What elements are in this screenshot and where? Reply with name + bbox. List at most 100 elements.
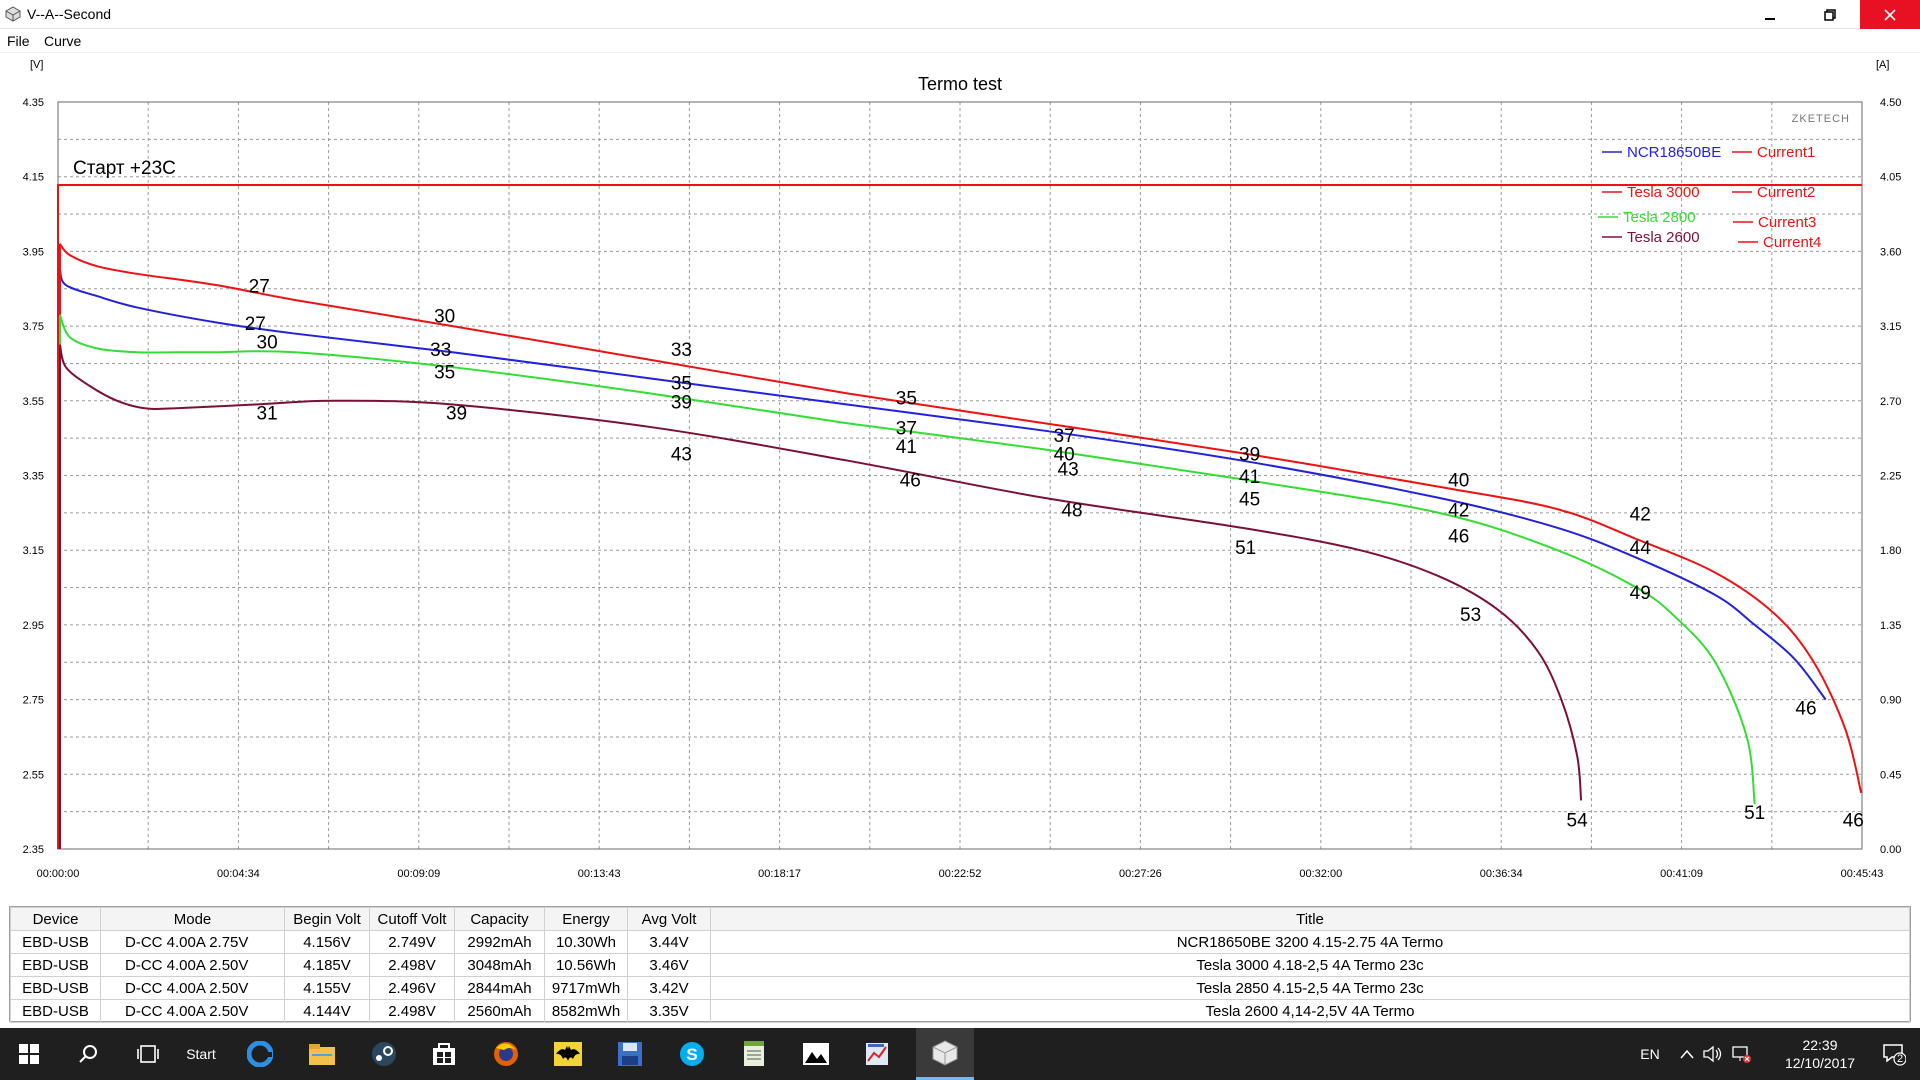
file-explorer-icon — [309, 1044, 335, 1065]
search-icon — [79, 1045, 97, 1063]
table-cell: EBD-USB — [10, 999, 101, 1023]
temperature-label: 40 — [1054, 445, 1075, 466]
table-cell: 2.498V — [369, 953, 455, 977]
close-icon — [1884, 8, 1896, 21]
table-header-cell[interactable]: Title — [710, 907, 1910, 931]
app-icon — [5, 6, 21, 22]
task-view-icon — [137, 1045, 159, 1063]
table-row[interactable]: EBD-USB D-CC 4.00A 2.50V 4.155V 2.496V 2844m… — [10, 976, 1910, 1000]
table-header-cell[interactable]: Device — [10, 907, 101, 931]
table-cell: D-CC 4.00A 2.50V — [100, 976, 285, 1000]
table-header-cell[interactable]: Begin Volt — [284, 907, 370, 931]
save-app-icon — [618, 1042, 642, 1066]
temperature-label: 35 — [671, 374, 692, 395]
battery-tester-taskbar-item[interactable] — [916, 1028, 974, 1080]
table-header-cell[interactable]: Energy — [544, 907, 628, 931]
table-cell: 9717mWh — [544, 976, 628, 1000]
table-row[interactable]: EBD-USB D-CC 4.00A 2.50V 4.185V 2.498V 3048m… — [10, 953, 1910, 977]
table-header-cell[interactable]: Mode — [100, 907, 285, 931]
table-cell: 2.749V — [369, 930, 455, 954]
legend-entry: Current4 — [1763, 234, 1821, 251]
action-center-button[interactable]: 2 — [1872, 1028, 1916, 1080]
x-tick-label: 00:00:00 — [37, 868, 80, 880]
y-left-tick-label: 2.55 — [23, 769, 44, 781]
notepad-app-taskbar-item[interactable] — [730, 1028, 778, 1080]
clock[interactable]: 22:39 12/10/2017 — [1770, 1028, 1870, 1080]
series-line — [58, 344, 1583, 801]
temperature-label: 39 — [1239, 445, 1260, 466]
legend-entry: Tesla 2800 — [1623, 209, 1696, 226]
y-left-tick-label: 4.15 — [23, 172, 44, 184]
start-button[interactable] — [0, 1028, 58, 1080]
results-table: Device Mode Begin Volt Cutoff Volt Capacity E… — [10, 907, 1910, 1023]
table-header-cell[interactable]: Capacity — [454, 907, 545, 931]
temperature-label: 37 — [896, 418, 917, 439]
battery-tester-app-icon — [932, 1039, 958, 1066]
file-explorer-taskbar-item[interactable] — [298, 1028, 346, 1080]
restore-button[interactable] — [1800, 0, 1860, 29]
x-tick-label: 00:04:34 — [217, 868, 260, 880]
table-cell: 10.30Wh — [544, 930, 628, 954]
current-line — [57, 184, 1862, 849]
start-annotation: Старт +23C — [73, 158, 176, 179]
close-button[interactable] — [1860, 0, 1920, 29]
y-left-tick-label: 3.95 — [23, 246, 44, 258]
skype-taskbar-item[interactable]: S — [668, 1028, 716, 1080]
table-cell: EBD-USB — [10, 976, 101, 1000]
start-label-button[interactable]: Start — [176, 1028, 226, 1080]
paint-app-taskbar-item[interactable] — [854, 1028, 902, 1080]
taskbar: Start S EN 22:39 12/ — [0, 1028, 1920, 1080]
voltage-series — [58, 243, 1863, 849]
table-header-cell[interactable]: Avg Volt — [627, 907, 711, 931]
minimize-button[interactable] — [1740, 0, 1800, 29]
y-left-tick-label: 4.35 — [23, 97, 44, 109]
show-hidden-icons-button[interactable] — [1676, 1028, 1698, 1080]
temperature-label: 44 — [1630, 538, 1652, 559]
menu-curve[interactable]: Curve — [44, 33, 82, 49]
volume-button[interactable] — [1700, 1028, 1726, 1080]
language-indicator[interactable]: EN — [1640, 1046, 1660, 1062]
table-cell: 2844mAh — [454, 976, 545, 1000]
table-cell: 8582mWh — [544, 999, 628, 1023]
table-cell: D-CC 4.00A 2.75V — [100, 930, 285, 954]
photos-icon — [803, 1043, 829, 1065]
table-cell: 3.44V — [627, 930, 711, 954]
temperature-label: 41 — [896, 437, 917, 458]
series-line — [59, 314, 1756, 805]
table-row[interactable]: EBD-USB D-CC 4.00A 2.75V 4.156V 2.749V 2992m… — [10, 930, 1910, 954]
temperature-label: 45 — [1239, 489, 1260, 510]
temperature-label: 35 — [434, 362, 455, 383]
clock-time: 22:39 — [1802, 1037, 1838, 1053]
save-app-taskbar-item[interactable] — [606, 1028, 654, 1080]
windows-icon — [19, 1044, 39, 1064]
temperature-label: 51 — [1235, 538, 1256, 559]
table-cell: 2.496V — [369, 976, 455, 1000]
table-row[interactable]: EBD-USB D-CC 4.00A 2.50V 4.144V 2.498V 2560m… — [10, 999, 1910, 1023]
chevron-up-icon — [1680, 1049, 1694, 1059]
y-right-tick-label: 3.15 — [1880, 321, 1901, 333]
temperature-label: 54 — [1567, 811, 1589, 832]
table-cell: EBD-USB — [10, 930, 101, 954]
task-view-button[interactable] — [124, 1028, 172, 1080]
y-right-tick-label: 0.90 — [1880, 695, 1901, 707]
edge-taskbar-item[interactable] — [236, 1028, 284, 1080]
search-button[interactable] — [64, 1028, 112, 1080]
firefox-icon — [494, 1042, 518, 1066]
table-header-cell[interactable]: Cutoff Volt — [369, 907, 455, 931]
temperature-label: 46 — [900, 471, 921, 492]
photos-taskbar-item[interactable] — [792, 1028, 840, 1080]
network-button[interactable] — [1728, 1028, 1754, 1080]
menu-file[interactable]: File — [7, 33, 30, 49]
notepad-app-icon — [744, 1041, 764, 1066]
x-tick-label: 00:22:52 — [939, 868, 982, 880]
temperature-labels: 2733353740414244462730333537394042463035… — [245, 276, 1864, 831]
store-taskbar-item[interactable] — [420, 1028, 468, 1080]
batman-app-taskbar-item[interactable] — [544, 1028, 592, 1080]
y-left-tick-label: 3.15 — [23, 545, 44, 557]
temperature-label: 39 — [671, 392, 692, 413]
steam-taskbar-item[interactable] — [360, 1028, 408, 1080]
firefox-taskbar-item[interactable] — [482, 1028, 530, 1080]
restore-icon — [1824, 8, 1836, 21]
steam-icon — [372, 1042, 396, 1066]
table-cell: 3.46V — [627, 953, 711, 977]
